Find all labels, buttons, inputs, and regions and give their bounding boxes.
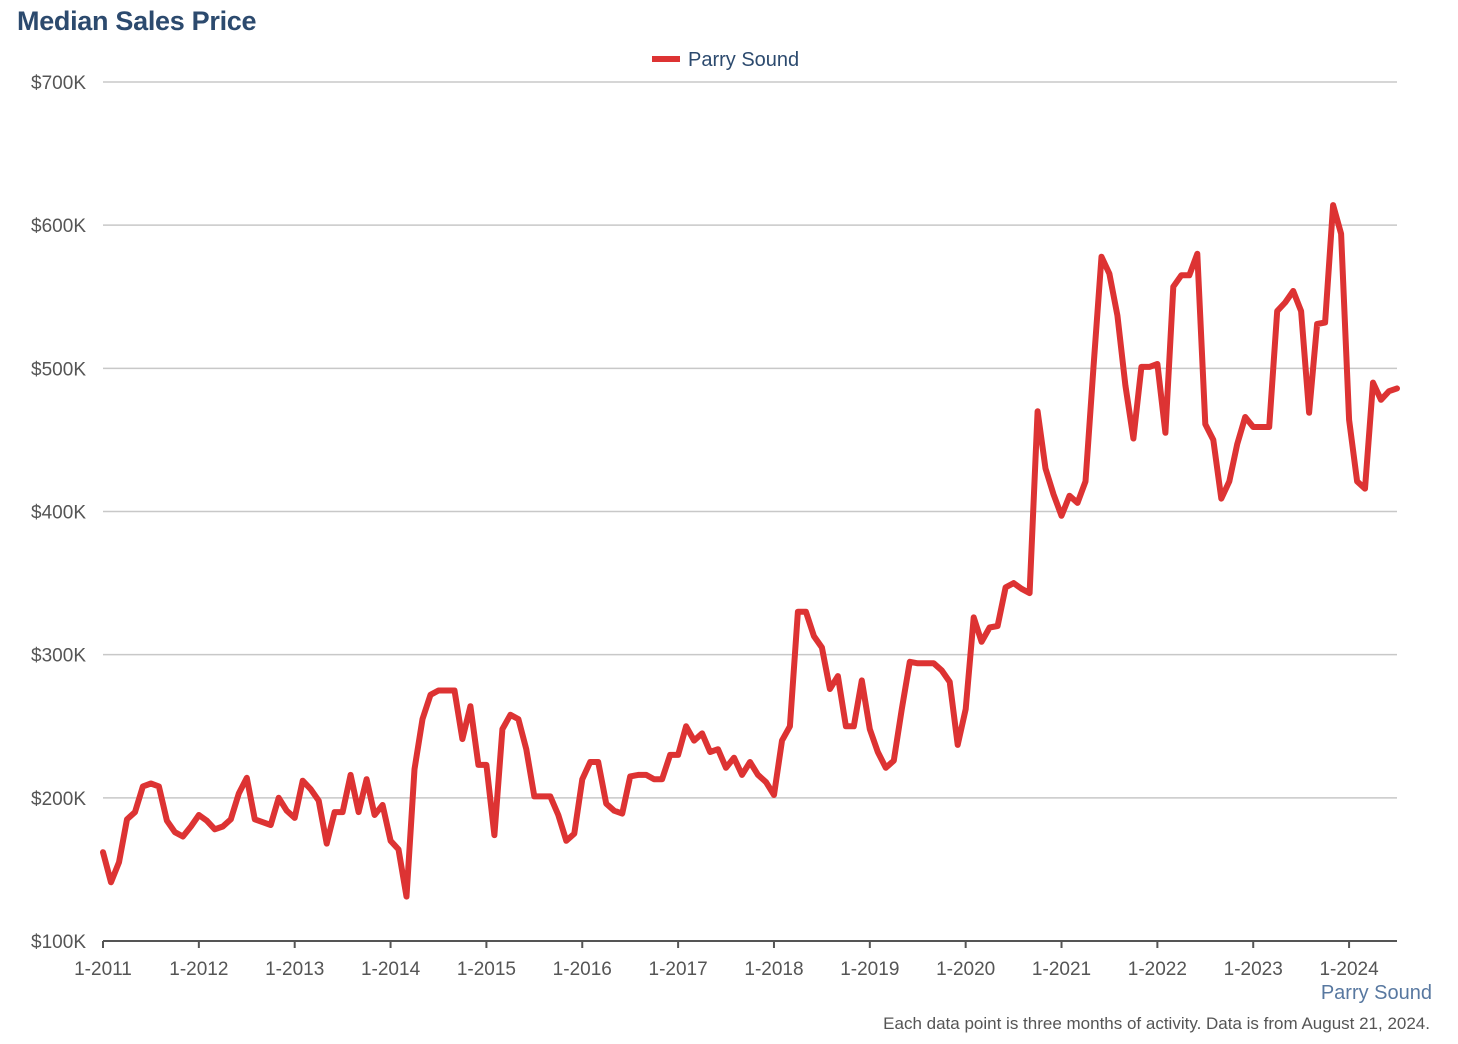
footnote: Each data point is three months of activ… bbox=[883, 1014, 1430, 1033]
x-tick-label: 1-2024 bbox=[1319, 959, 1379, 980]
y-tick-label: $700K bbox=[31, 73, 86, 94]
grid-lines bbox=[103, 81, 1397, 799]
legend-label-parry-sound[interactable]: Parry Sound bbox=[688, 49, 799, 71]
chart-title: Median Sales Price bbox=[17, 6, 257, 36]
y-tick-label: $300K bbox=[31, 646, 86, 667]
region-label[interactable]: Parry Sound bbox=[1320, 982, 1432, 1004]
x-tick-label: 1-2011 bbox=[74, 959, 132, 980]
x-axis bbox=[102, 940, 1397, 948]
y-tick-label: $100K bbox=[31, 932, 86, 953]
x-tick-label: 1-2021 bbox=[1032, 959, 1091, 980]
x-tick-label: 1-2017 bbox=[649, 959, 708, 980]
series-line-parry-sound[interactable] bbox=[100, 202, 1400, 900]
x-tick-label: 1-2020 bbox=[936, 959, 995, 980]
x-tick-label: 1-2013 bbox=[265, 959, 324, 980]
x-tick-label: 1-2022 bbox=[1128, 959, 1187, 980]
series-layer bbox=[100, 202, 1400, 900]
y-axis: $100K $200K $300K $400K $500K $600K $700K bbox=[31, 73, 86, 953]
x-tick-label: 1-2015 bbox=[457, 959, 516, 980]
x-axis-labels: 1-2011 1-2012 1-2013 1-2014 1-2015 1-2016 1-20… bbox=[74, 959, 1379, 980]
y-tick-label: $600K bbox=[31, 216, 86, 237]
x-tick-label: 1-2023 bbox=[1224, 959, 1283, 980]
legend[interactable]: Parry Sound bbox=[652, 49, 799, 71]
x-tick-label: 1-2018 bbox=[744, 959, 803, 980]
x-tick-label: 1-2014 bbox=[361, 959, 421, 980]
x-tick-label: 1-2019 bbox=[840, 959, 899, 980]
x-tick-label: 1-2012 bbox=[169, 959, 228, 980]
y-tick-label: $200K bbox=[31, 789, 86, 810]
x-tick-label: 1-2016 bbox=[553, 959, 612, 980]
y-tick-label: $500K bbox=[31, 359, 86, 380]
y-tick-label: $400K bbox=[31, 503, 86, 524]
